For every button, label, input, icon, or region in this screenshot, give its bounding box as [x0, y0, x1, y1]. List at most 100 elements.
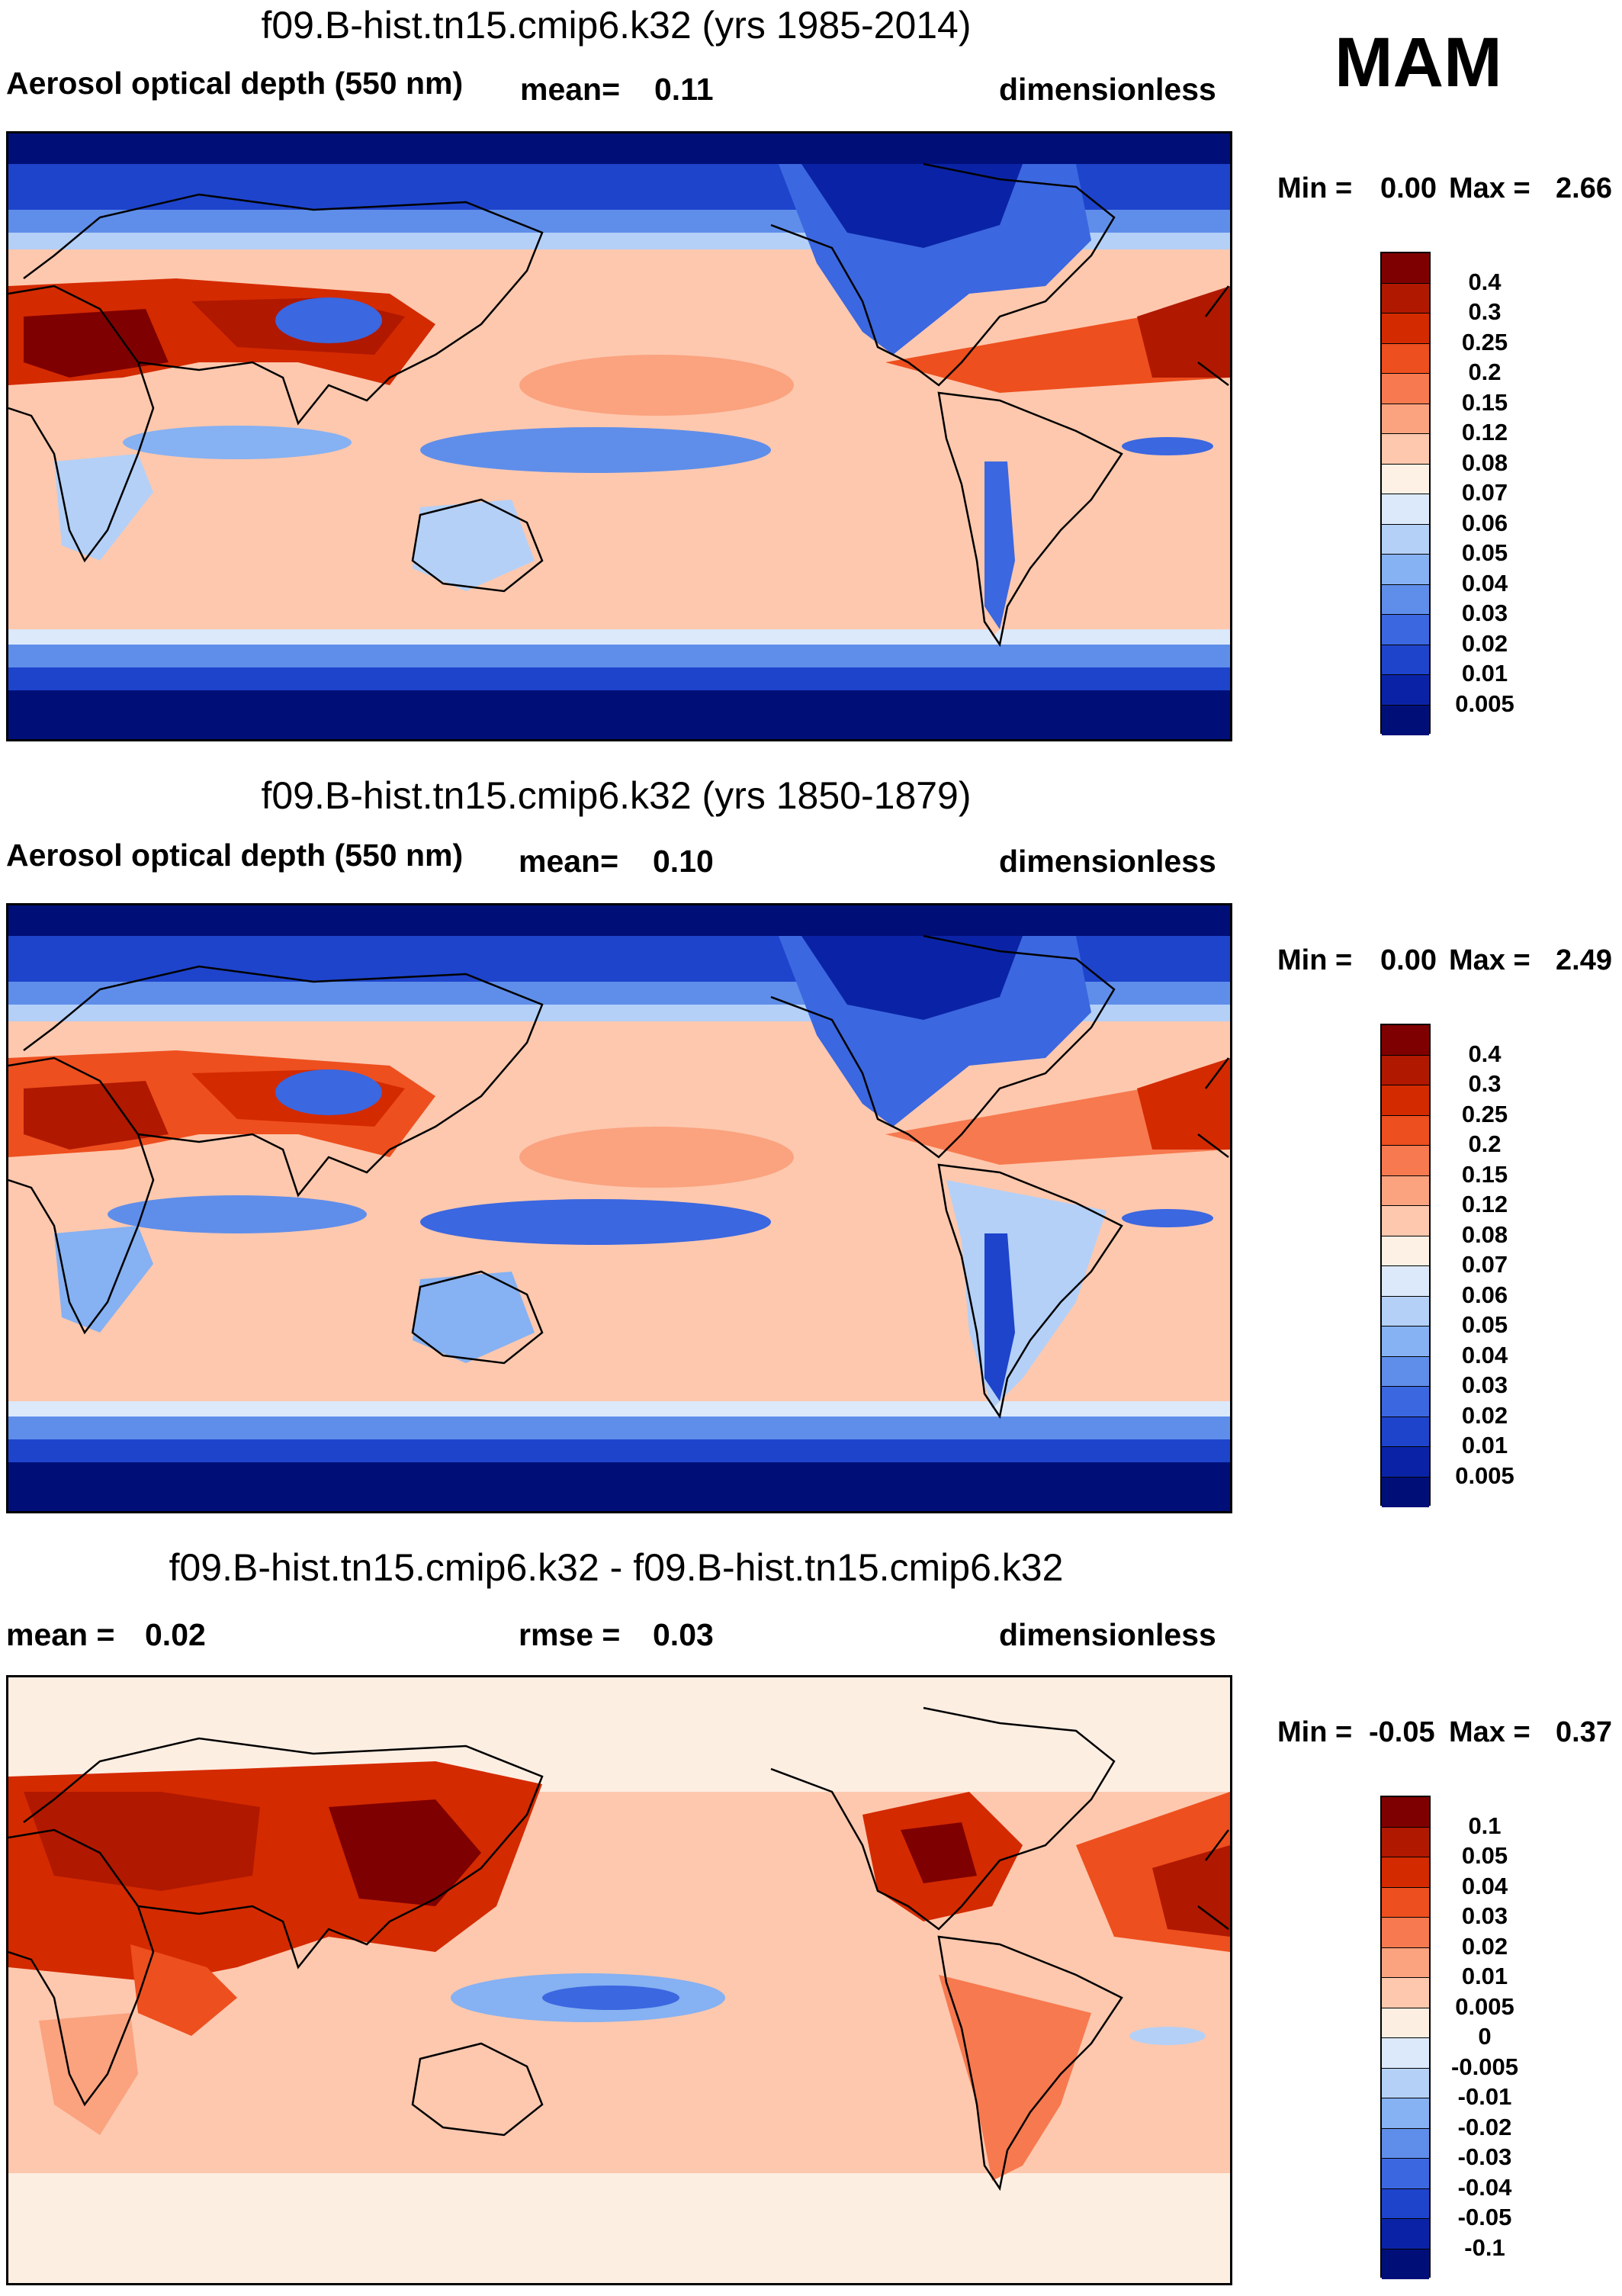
colorbar-segment: [1382, 1206, 1429, 1236]
panel-2-variable-label: Aerosol optical depth (550 nm): [6, 838, 464, 873]
panel-2-min-value: 0.00: [1380, 944, 1437, 976]
colorbar-segment: [1382, 1025, 1429, 1056]
colorbar-segment: [1382, 1978, 1429, 2008]
colorbar-tick-label: 0.05: [1461, 1842, 1508, 1869]
colorbar-tick-label: 0.07: [1461, 1251, 1508, 1278]
colorbar-tick-label: 0.12: [1461, 1191, 1508, 1217]
colorbar-tick-label: 0.08: [1461, 1220, 1508, 1248]
colorbar-segment: [1382, 253, 1429, 284]
colorbar-tick-label: 0.25: [1461, 328, 1508, 355]
colorbar-tick-label: -0.05: [1457, 2204, 1512, 2230]
colorbar-tick-label: 0.04: [1461, 1341, 1508, 1368]
panel-3-map: [6, 1675, 1232, 2285]
colorbar-tick-label: 0.005: [1455, 1992, 1514, 2020]
panel-2-units: dimensionless: [999, 844, 1216, 879]
panel-3-colorbar: [1380, 1796, 1431, 2279]
colorbar-segment: [1382, 675, 1429, 706]
colorbar-tick-label: 0.3: [1468, 298, 1502, 325]
colorbar-segment: [1382, 1417, 1429, 1447]
colorbar-segment: [1382, 1857, 1429, 1888]
panel-1-title: f09.B-hist.tn15.cmip6.k32 (yrs 1985-2014…: [261, 4, 972, 47]
panel-3-rmse-value: 0.03: [653, 1617, 714, 1652]
colorbar-segment: [1382, 1236, 1429, 1266]
colorbar-segment: [1382, 1326, 1429, 1357]
panel-2-colorbar: [1380, 1024, 1431, 1507]
panel-2-min-label: Min =: [1277, 944, 1353, 976]
panel-3-rmse-label: rmse =: [519, 1617, 621, 1652]
colorbar-segment: [1382, 2098, 1429, 2129]
panel-3-mean-value: 0.02: [145, 1617, 206, 1652]
colorbar-tick-label: 0.07: [1461, 479, 1508, 506]
colorbar-tick-label: -0.005: [1451, 2053, 1518, 2080]
colorbar-segment: [1382, 434, 1429, 465]
colorbar-segment: [1382, 1827, 1429, 1857]
colorbar-segment: [1382, 645, 1429, 675]
colorbar-segment: [1382, 1387, 1429, 1417]
panel-1-mean-value: 0.11: [654, 72, 714, 107]
colorbar-segment: [1382, 494, 1429, 525]
panel-3-title: f09.B-hist.tn15.cmip6.k32 - f09.B-hist.t…: [169, 1546, 1064, 1589]
colorbar-tick-label: 0.06: [1461, 1281, 1508, 1308]
colorbar-segment: [1382, 524, 1429, 555]
colorbar-segment: [1382, 1797, 1429, 1828]
colorbar-tick-label: 0.2: [1468, 359, 1502, 385]
panel-3-max-value: 0.37: [1556, 1716, 1612, 1748]
colorbar-segment: [1382, 283, 1429, 314]
colorbar-tick-label: -0.01: [1457, 2083, 1512, 2110]
colorbar-segment: [1382, 584, 1429, 615]
colorbar-tick-label: 0.04: [1461, 1872, 1508, 1899]
colorbar-segment: [1382, 555, 1429, 585]
colorbar-tick-label: 0.03: [1461, 1371, 1508, 1398]
colorbar-tick-label: 0.01: [1461, 660, 1508, 687]
colorbar-segment: [1382, 2008, 1429, 2038]
panel-1-colorbar: [1380, 252, 1431, 735]
colorbar-segment: [1382, 1296, 1429, 1326]
colorbar-tick-label: 0.01: [1461, 1432, 1508, 1458]
panel-3-mean-label: mean =: [6, 1617, 115, 1652]
colorbar-tick-label: 0.02: [1461, 629, 1508, 657]
colorbar-segment: [1382, 2219, 1429, 2249]
colorbar-segment: [1382, 374, 1429, 404]
panel-1-units: dimensionless: [999, 72, 1216, 107]
colorbar-tick-label: 0.05: [1461, 539, 1508, 566]
colorbar-tick-label: 0.05: [1461, 1311, 1508, 1338]
colorbar-segment: [1382, 2249, 1429, 2279]
colorbar-segment: [1382, 2038, 1429, 2069]
colorbar-tick-label: 0.06: [1461, 509, 1508, 536]
panel-3-min-value: -0.05: [1369, 1716, 1435, 1748]
panel-3-units: dimensionless: [999, 1617, 1216, 1652]
colorbar-tick-label: 0.03: [1461, 1902, 1508, 1929]
colorbar-segment: [1382, 464, 1429, 494]
colorbar-segment: [1382, 2068, 1429, 2098]
colorbar-segment: [1382, 1055, 1429, 1085]
colorbar-tick-label: 0.4: [1468, 1040, 1502, 1067]
colorbar-tick-label: 0.005: [1455, 1462, 1514, 1489]
panel-3-max-label: Max =: [1449, 1716, 1530, 1748]
panel-2-mean-label: mean=: [519, 844, 619, 879]
colorbar-segment: [1382, 314, 1429, 344]
colorbar-segment: [1382, 1447, 1429, 1478]
colorbar-segment: [1382, 1356, 1429, 1387]
colorbar-tick-label: 0.03: [1461, 600, 1508, 626]
colorbar-tick-label: -0.04: [1457, 2173, 1512, 2201]
colorbar-tick-label: 0.15: [1461, 1160, 1508, 1188]
colorbar-segment: [1382, 2128, 1429, 2159]
panel-1-mean-label: mean=: [520, 72, 621, 107]
colorbar-segment: [1382, 343, 1429, 374]
colorbar-tick-label: 0.12: [1461, 419, 1508, 445]
colorbar-tick-label: 0.04: [1461, 569, 1508, 597]
colorbar-tick-label: 0.005: [1455, 690, 1514, 717]
colorbar-tick-label: 0.01: [1461, 1963, 1508, 1989]
panel-1-map-svg: [8, 133, 1230, 739]
colorbar-segment: [1382, 1947, 1429, 1978]
panel-3-map-svg: [8, 1677, 1230, 2283]
panel-2-max-label: Max =: [1449, 944, 1530, 976]
colorbar-segment: [1382, 1266, 1429, 1297]
panel-2-title: f09.B-hist.tn15.cmip6.k32 (yrs 1850-1879…: [261, 774, 972, 817]
season-label: MAM: [1335, 24, 1502, 101]
colorbar-tick-label: 0.08: [1461, 449, 1508, 476]
colorbar-segment: [1382, 2188, 1429, 2219]
panel-1-variable-label: Aerosol optical depth (550 nm): [6, 66, 464, 101]
colorbar-segment: [1382, 2159, 1429, 2189]
colorbar-segment: [1382, 1085, 1429, 1116]
